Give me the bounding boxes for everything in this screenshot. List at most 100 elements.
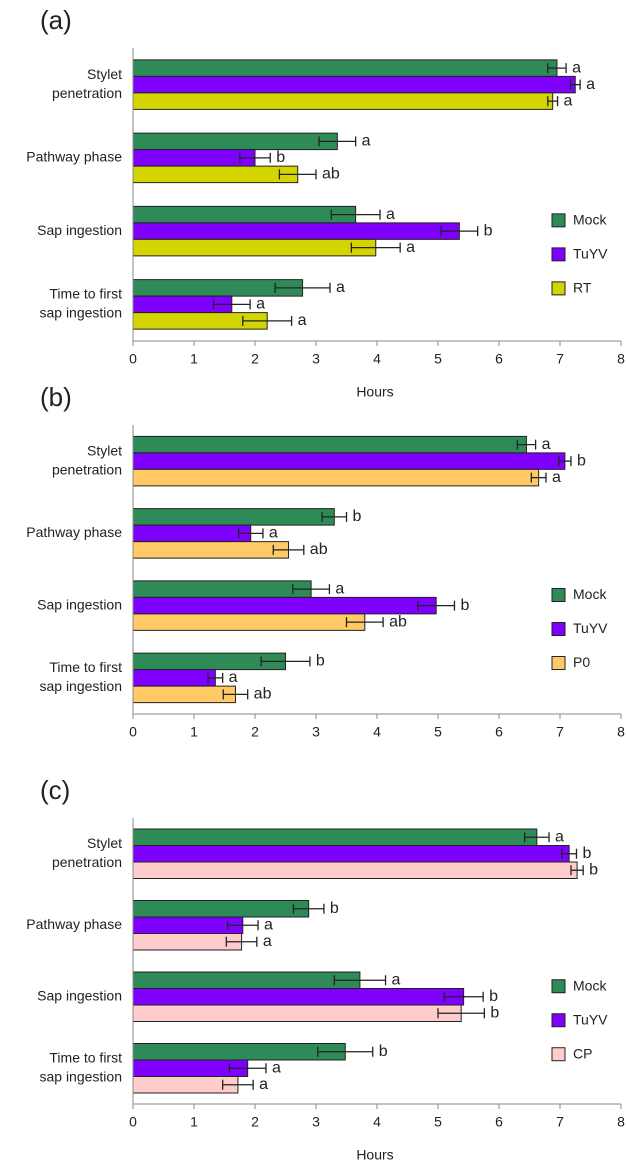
error-bar	[570, 865, 584, 876]
error-bar	[272, 544, 305, 555]
error-bar	[317, 1046, 374, 1057]
bar	[132, 541, 290, 559]
x-tick-label: 1	[190, 724, 198, 740]
x-tick-label: 2	[251, 351, 259, 367]
error-bar	[237, 528, 264, 539]
legend-label: TuYV	[573, 620, 608, 636]
x-tick-label: 6	[495, 724, 503, 740]
bar	[132, 613, 366, 631]
x-tick-label: 0	[129, 1114, 137, 1130]
bar	[132, 132, 338, 151]
significance-letter: b	[490, 1004, 499, 1021]
bar	[132, 508, 335, 526]
significance-letter: a	[386, 206, 395, 223]
error-bar	[417, 600, 456, 611]
error-bar	[561, 848, 578, 859]
x-tick-label: 4	[373, 351, 381, 367]
x-tick-label: 6	[495, 351, 503, 367]
category-label: Sap ingestion	[37, 222, 122, 238]
error-bar	[260, 656, 311, 667]
legend-label: Mock	[573, 977, 607, 993]
x-axis-label: Hours	[356, 384, 393, 400]
bar	[132, 900, 310, 918]
significance-letter: ab	[389, 613, 407, 630]
error-bar	[516, 439, 537, 450]
category-label: Pathway phase	[26, 149, 122, 165]
significance-letter: a	[362, 133, 371, 150]
bar	[132, 165, 299, 184]
error-bar	[239, 152, 271, 163]
error-bar	[440, 226, 479, 237]
significance-letter: b	[489, 988, 498, 1005]
significance-letter: b	[276, 149, 285, 166]
legend-label: Mock	[573, 586, 607, 602]
legend-swatch	[551, 1047, 566, 1062]
legend-label: TuYV	[573, 246, 608, 262]
x-tick-label: 2	[251, 724, 259, 740]
category-label: penetration	[52, 854, 122, 870]
legend-swatch	[551, 1013, 566, 1028]
x-tick-label: 3	[312, 1114, 320, 1130]
bar	[132, 916, 244, 934]
error-bar	[443, 991, 484, 1002]
bar	[132, 92, 554, 110]
category-label: Time to first	[49, 286, 122, 302]
category-label: sap ingestion	[39, 1068, 122, 1084]
error-bar	[330, 209, 381, 220]
error-bar	[207, 672, 224, 683]
error-bar	[547, 63, 567, 74]
significance-letter: a	[392, 971, 401, 988]
category-label: sap ingestion	[39, 678, 122, 694]
bar	[132, 669, 216, 687]
category-label: penetration	[52, 461, 122, 477]
x-tick-label: 7	[556, 724, 564, 740]
category-label: Sap ingestion	[37, 596, 122, 612]
bar	[132, 828, 538, 846]
error-bar	[350, 242, 401, 253]
legend-swatch	[551, 281, 566, 296]
error-bar	[292, 903, 325, 914]
significance-letter: a	[542, 436, 551, 453]
bar	[132, 149, 256, 167]
x-tick-label: 2	[251, 1114, 259, 1130]
x-tick-label: 5	[434, 1114, 442, 1130]
x-tick-label: 7	[556, 1114, 564, 1130]
error-bar	[225, 936, 258, 947]
error-bar	[228, 1063, 267, 1074]
significance-letter: a	[406, 239, 415, 256]
x-tick-label: 8	[617, 1114, 625, 1130]
legend-swatch	[551, 247, 566, 262]
panel-label: (b)	[40, 382, 72, 412]
bar	[132, 596, 437, 615]
x-tick-label: 0	[129, 351, 137, 367]
legend-swatch	[551, 656, 566, 671]
bar	[132, 222, 460, 240]
significance-letter: b	[484, 222, 493, 239]
error-bar	[547, 96, 559, 107]
category-label: Stylet	[87, 442, 122, 458]
error-bar	[345, 617, 384, 628]
bar	[132, 580, 312, 598]
x-tick-label: 1	[190, 351, 198, 367]
error-bar	[523, 832, 550, 843]
error-bar	[558, 456, 572, 467]
bar	[132, 435, 527, 454]
category-label: Pathway phase	[26, 524, 122, 540]
bar	[132, 59, 558, 77]
bar	[132, 845, 570, 863]
significance-letter: a	[552, 469, 561, 486]
error-bar	[321, 511, 348, 522]
error-bar	[318, 136, 357, 147]
legend-label: RT	[573, 280, 592, 296]
significance-letter: a	[256, 296, 265, 313]
category-label: Sap ingestion	[37, 987, 122, 1003]
legend-label: TuYV	[573, 1011, 608, 1027]
significance-letter: a	[269, 525, 278, 542]
category-label: Pathway phase	[26, 916, 122, 932]
category-label: Time to first	[49, 1049, 122, 1065]
x-tick-label: 4	[373, 1114, 381, 1130]
panel-label: (c)	[40, 775, 70, 805]
significance-letter: ab	[254, 686, 272, 703]
